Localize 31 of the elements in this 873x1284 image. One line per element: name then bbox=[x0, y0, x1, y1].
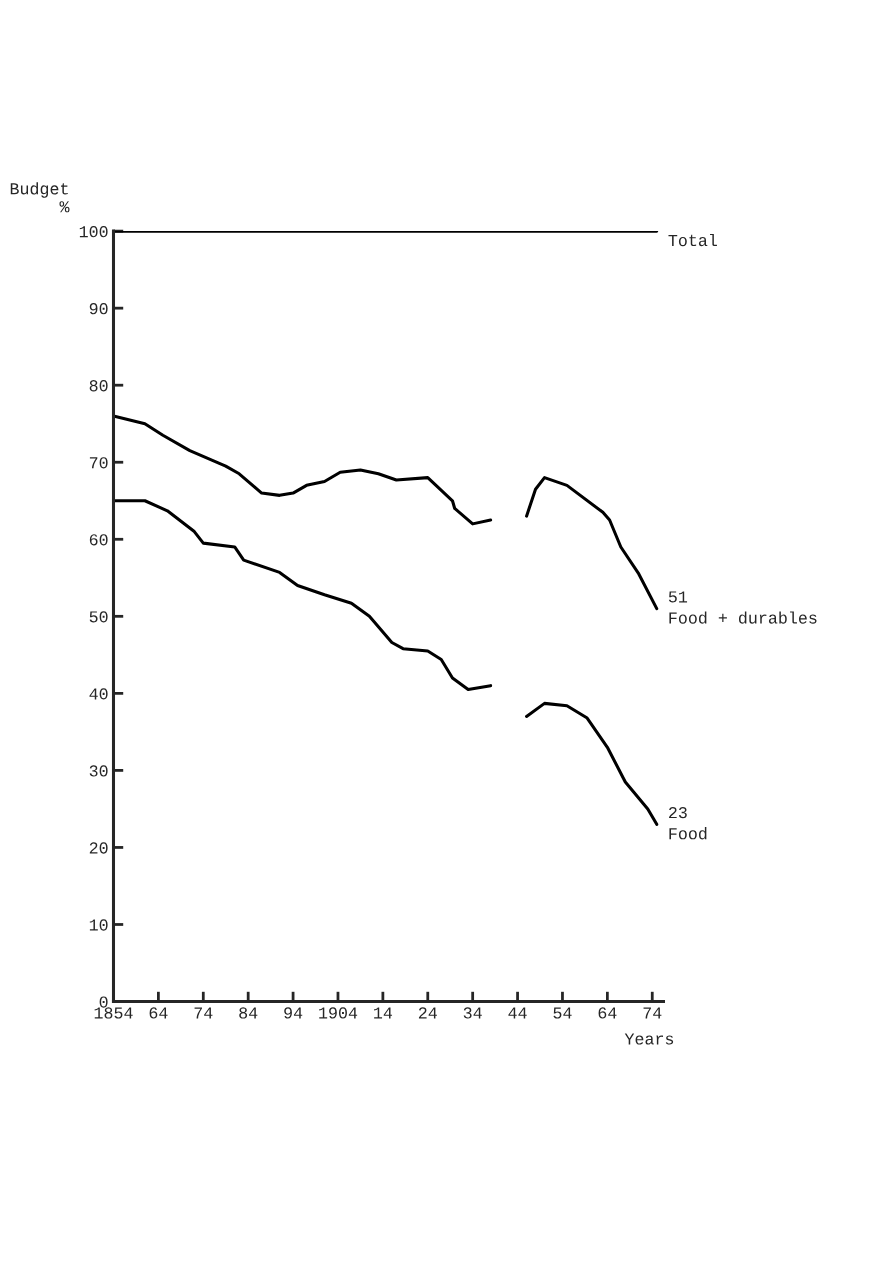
annotation: 23 bbox=[669, 806, 687, 819]
annotation: 51 bbox=[668, 591, 688, 603]
x-tick-label: 24 bbox=[418, 1007, 437, 1019]
y-tick-label: 0 bbox=[99, 996, 108, 1008]
y-tick-label: 50 bbox=[89, 611, 108, 623]
series-label: Food + durables bbox=[669, 611, 817, 624]
x-axis-title: Years bbox=[624, 1033, 674, 1045]
x-tick-label: 44 bbox=[508, 1007, 527, 1019]
y-tick-label: 20 bbox=[89, 842, 108, 854]
y-tick-label: 80 bbox=[89, 380, 108, 392]
y-tick-label: 70 bbox=[89, 457, 108, 469]
x-tick-label: 1854 bbox=[94, 1007, 133, 1019]
x-tick-label: 74 bbox=[194, 1007, 213, 1019]
y-tick-label: 60 bbox=[89, 534, 108, 546]
x-tick-label: 64 bbox=[149, 1007, 168, 1019]
y-tick-label: 10 bbox=[89, 919, 108, 931]
x-tick-label: 64 bbox=[598, 1007, 617, 1019]
y-tick-label: 100 bbox=[79, 226, 108, 238]
x-tick-label: 74 bbox=[643, 1007, 662, 1019]
x-tick-label: 94 bbox=[284, 1007, 303, 1019]
y-tick-label: 30 bbox=[89, 765, 108, 777]
series-label: Total bbox=[668, 233, 717, 247]
x-tick-label: 84 bbox=[239, 1007, 258, 1019]
x-tick-label: 34 bbox=[463, 1007, 482, 1019]
x-tick-label: 14 bbox=[374, 1007, 393, 1019]
y-tick-label: 90 bbox=[89, 303, 108, 315]
y-tick-label: 40 bbox=[89, 688, 108, 700]
x-tick-label: 1904 bbox=[319, 1007, 358, 1019]
series-label: Food bbox=[669, 827, 707, 840]
x-tick-label: 54 bbox=[553, 1007, 572, 1019]
y-axis-title: Budget % bbox=[10, 182, 70, 213]
